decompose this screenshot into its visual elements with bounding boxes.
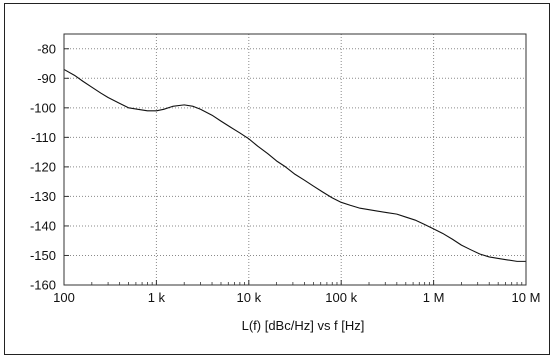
- x-tick-label: 10 M: [512, 290, 541, 305]
- series-layer: [63, 68, 526, 262]
- y-tick-label: -160: [30, 278, 56, 293]
- axis-layer: [63, 33, 527, 286]
- y-tick-label: -120: [30, 159, 56, 174]
- x-axis-title: L(f) [dBc/Hz] vs f [Hz]: [242, 318, 365, 333]
- y-tick-label: -140: [30, 218, 56, 233]
- plot-background: [64, 34, 526, 285]
- x-tick-label: 10 k: [237, 290, 262, 305]
- y-tick-label: -80: [37, 41, 56, 56]
- plot-border: [63, 33, 527, 286]
- grid-lines: [64, 34, 526, 285]
- y-tick-label: -110: [31, 130, 56, 145]
- plot-area: [64, 34, 526, 285]
- y-tick-label: -150: [30, 248, 56, 263]
- y-tick-label: -130: [30, 189, 56, 204]
- x-tick-label: 100: [53, 290, 75, 305]
- x-tick-label: 100 k: [325, 290, 357, 305]
- y-tick-label: -100: [30, 100, 56, 115]
- x-tick-label: 1 k: [148, 290, 166, 305]
- series-line: [63, 68, 526, 262]
- y-tick-label: -90: [37, 71, 56, 86]
- x-tick-label: 1 M: [423, 290, 445, 305]
